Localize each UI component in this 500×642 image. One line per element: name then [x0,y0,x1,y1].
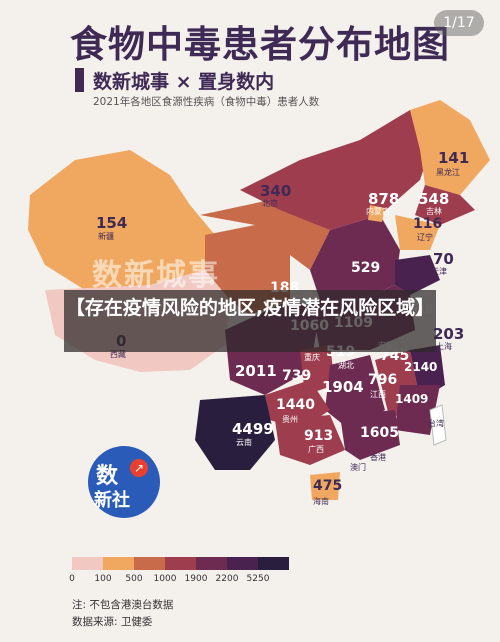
chart-icon: ↗ [130,459,148,477]
legend-swatch [196,557,227,570]
region-label: 江西 [370,390,386,399]
legend-swatch [227,557,258,570]
region-label: 内蒙古 [366,207,390,216]
watermark: 数新城事 [92,258,220,293]
region-shandong [395,255,440,295]
region-value: 154 [96,214,128,232]
note-text: 注: 不包含港澳台数据 [72,599,174,611]
region-value: 913 [304,428,334,444]
region-value: 1440 [276,397,315,413]
logo-text-1: 数 [96,464,119,489]
region-fujian [395,385,440,435]
overlay-banner: 【存在疫情风险的地区,疫情潜在风险区域】 [64,290,436,352]
region-label: 北京 [262,199,278,208]
legend-swatch [103,557,134,570]
region-label: 辽宁 [417,233,433,242]
region-jilin [415,185,475,225]
region-value: 739 [282,368,312,384]
logo-text-2: 新社 [94,490,130,511]
region-label: 西藏 [110,350,126,359]
region-neimenggu [240,110,440,230]
region-value: 548 [418,190,450,208]
legend-label: 100 [94,574,112,584]
region-guangxi [275,415,345,465]
legend-label: 1000 [153,574,177,584]
page-title: 食物中毒患者分布地图 [70,23,450,66]
logo: 数 ↗ 新社 [88,446,160,518]
region-label: 贵州 [282,415,298,424]
region-xinjiang [28,150,215,290]
region-beijing [368,205,385,222]
region-liaoning [395,215,440,250]
region-value: 203 [433,325,465,343]
region-value: 116 [413,216,443,232]
region-label: 重庆 [304,353,320,362]
region-value: 529 [351,260,381,276]
map-description: 2021年各地区食源性疾病（食物中毒）患者人数 [93,96,320,108]
legend-label: 500 [125,574,143,584]
legend-label: 5250 [246,574,270,584]
region-label: 吉林 [426,207,442,216]
region-value: 1409 [395,392,429,406]
region-label: 黑龙江 [436,168,460,177]
region-north [310,215,400,300]
region-label: 天津 [431,267,447,276]
source-text: 数据来源: 卫健委 [72,616,153,628]
region-value: 340 [260,182,292,200]
region-label: 海南 [313,497,329,506]
region-value: 1904 [322,378,364,396]
region-hunan [325,355,385,430]
region-taiwan [429,404,447,446]
region-label: 台湾 [428,419,444,428]
legend-swatch [72,557,103,570]
region-label: 新疆 [98,232,114,241]
legend-swatch [134,557,165,570]
region-value: 1605 [360,425,399,441]
region-label: 香港 [370,453,386,462]
region-label: 上海 [436,342,452,351]
region-value: 4499 [232,420,274,438]
region-guangdong [340,410,400,460]
legend-label: 1900 [184,574,208,584]
legend-swatch [258,557,289,570]
region-sea [0,520,500,560]
region-value: 745 [380,348,410,364]
region-heilongjiang [410,100,490,195]
region-value: 475 [313,478,343,494]
region-label: 澳门 [350,463,366,472]
subtitle: 数新城事 × 置身数内 [93,71,275,93]
region-value: 796 [368,372,398,388]
legend-label: 0 [69,574,75,584]
legend-swatch [165,557,196,570]
region-gansu [200,200,330,270]
legend-label: 2200 [215,574,239,584]
region-hainan [310,472,340,500]
subtitle-bar [75,68,84,92]
region-value: 70 [433,250,454,268]
region-label: 湖北 [338,361,354,370]
page-indicator[interactable]: 1/17 [434,10,484,36]
region-yunnan [195,395,275,470]
region-value: 878 [368,190,400,208]
region-value: 141 [438,149,470,167]
banner-text: 【存在疫情风险的地区,疫情潜在风险区域】 [65,297,435,319]
region-value: 2140 [404,360,438,374]
region-label: 广西 [308,445,324,454]
region-label: 云南 [236,438,252,447]
region-value: 2011 [235,362,277,380]
